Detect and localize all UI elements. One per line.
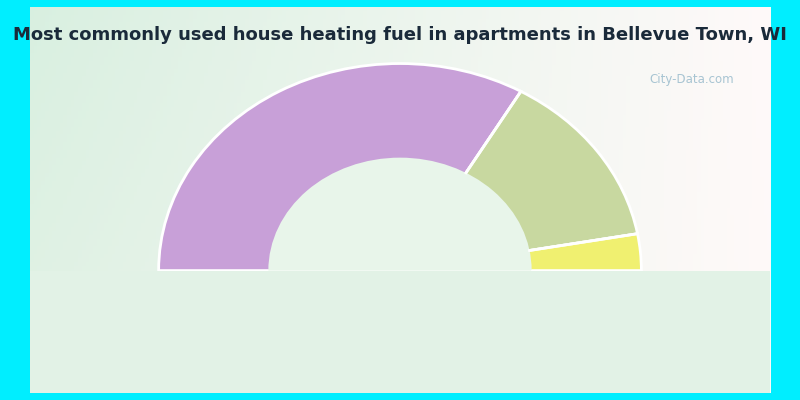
Text: Most commonly used house heating fuel in apartments in Bellevue Town, WI: Most commonly used house heating fuel in… bbox=[13, 26, 787, 44]
Wedge shape bbox=[268, 158, 532, 270]
Polygon shape bbox=[30, 270, 770, 393]
Wedge shape bbox=[400, 234, 642, 270]
Text: City-Data.com: City-Data.com bbox=[650, 74, 734, 86]
Wedge shape bbox=[400, 91, 638, 270]
Wedge shape bbox=[158, 64, 521, 270]
